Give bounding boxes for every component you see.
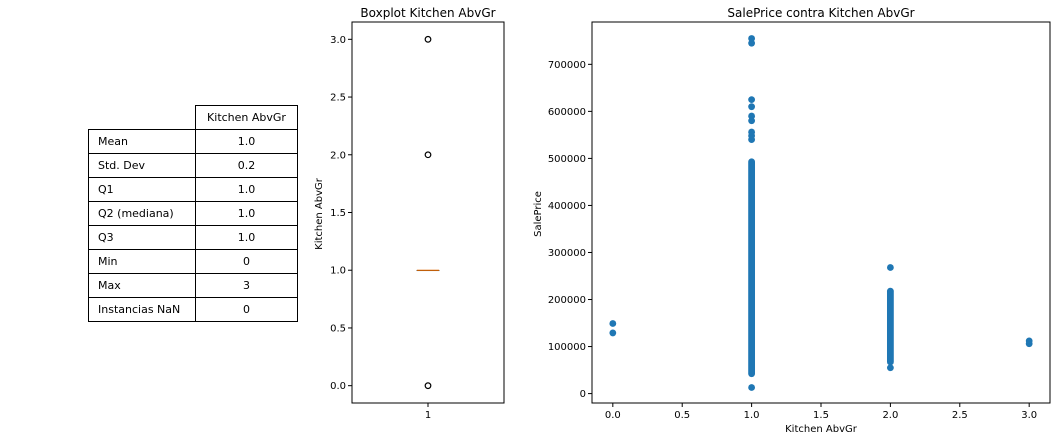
row-value: 1.0 [195, 201, 298, 226]
table-row: Q1 1.0 [88, 177, 298, 202]
boxplot-title: Boxplot Kitchen AbvGr [360, 6, 495, 20]
table-row: Q3 1.0 [88, 225, 298, 250]
scatter-y-tick-label: 500000 [548, 154, 586, 165]
scatter-point-cluster [886, 287, 894, 366]
row-value: 0 [195, 297, 298, 322]
boxplot-y-tick-label: 0.5 [330, 323, 346, 334]
boxplot-y-tick-label: 0.0 [330, 381, 346, 392]
row-label: Min [88, 249, 196, 274]
scatter-point [886, 264, 894, 271]
boxplot-y-axis-label: Kitchen AbvGr [314, 177, 325, 250]
scatter-point [748, 96, 756, 104]
row-label: Instancias NaN [88, 297, 196, 322]
boxplot-outlier [424, 382, 432, 390]
boxplot-y-tick-label: 2.0 [330, 150, 346, 161]
scatter-y-tick-label: 200000 [548, 295, 586, 306]
scatter-point-cluster [748, 158, 756, 378]
scatter-x-tick-label: 0.0 [605, 410, 621, 421]
scatter-x-tick-label: 1.0 [744, 410, 760, 421]
scatter-x-tick-label: 3.0 [1021, 410, 1037, 421]
boxplot-frame [351, 21, 505, 404]
scatter-x-tick-label: 0.5 [674, 410, 690, 421]
table-row: Std. Dev 0.2 [88, 153, 298, 178]
scatter-point [748, 112, 756, 120]
scatter-point [886, 364, 894, 372]
scatter-point [748, 384, 756, 391]
boxplot-x-tick-label: 1 [425, 410, 431, 421]
scatter-y-tick-label: 400000 [548, 201, 586, 212]
row-value: 1.0 [195, 225, 298, 250]
scatter-y-tick-label: 700000 [548, 60, 586, 71]
row-label: Mean [88, 129, 196, 154]
stats-table-column-header: Kitchen AbvGr [195, 105, 298, 130]
scatter-title: SalePrice contra Kitchen AbvGr [727, 6, 914, 20]
scatter-point [748, 35, 756, 42]
row-label: Q2 (mediana) [88, 201, 196, 226]
boxplot-outlier [424, 35, 432, 43]
scatter-point [748, 39, 756, 47]
scatter-point [609, 329, 617, 337]
scatter-point [1025, 337, 1033, 345]
scatter-y-tick-label: 300000 [548, 248, 586, 259]
boxplot-chart: Boxplot Kitchen AbvGr Kitchen AbvGr 0.0 0… [314, 6, 505, 421]
boxplot-y-tick-label: 1.0 [330, 266, 346, 277]
scatter-point [748, 117, 756, 125]
table-row: Min 0 [88, 249, 298, 274]
table-row: Instancias NaN 0 [88, 297, 298, 322]
scatter-x-tick-label: 2.0 [882, 410, 898, 421]
scatter-y-tick-label: 600000 [548, 107, 586, 118]
row-label: Q3 [88, 225, 196, 250]
boxplot-outlier [424, 151, 432, 159]
scatter-point [609, 320, 617, 327]
boxplot-y-tick-label: 3.0 [330, 35, 346, 46]
scatter-frame [591, 21, 1051, 404]
scatter-x-tick-label: 1.5 [813, 410, 829, 421]
scatter-y-tick-label: 0 [580, 389, 586, 400]
scatter-point [748, 103, 756, 111]
row-label: Std. Dev [88, 153, 196, 178]
row-value: 0 [195, 249, 298, 274]
table-row: Q2 (mediana) 1.0 [88, 201, 298, 226]
boxplot-y-tick-label: 1.5 [330, 208, 346, 219]
scatter-y-axis-label: SalePrice [533, 191, 544, 237]
stats-table: Kitchen AbvGr Mean 1.0 Std. Dev 0.2 Q1 1.0 … [88, 105, 298, 322]
scatter-chart: SalePrice contra Kitchen AbvGr Kitchen A… [533, 6, 1051, 435]
row-value: 1.0 [195, 177, 298, 202]
scatter-x-tick-label: 2.5 [952, 410, 968, 421]
boxplot-y-tick-label: 2.5 [330, 93, 346, 104]
scatter-point [748, 128, 756, 136]
scatter-x-axis-label: Kitchen AbvGr [785, 424, 858, 435]
stats-table-header-row: Kitchen AbvGr [89, 105, 298, 130]
scatter-y-tick-label: 100000 [548, 342, 586, 353]
row-label: Max [88, 273, 196, 298]
